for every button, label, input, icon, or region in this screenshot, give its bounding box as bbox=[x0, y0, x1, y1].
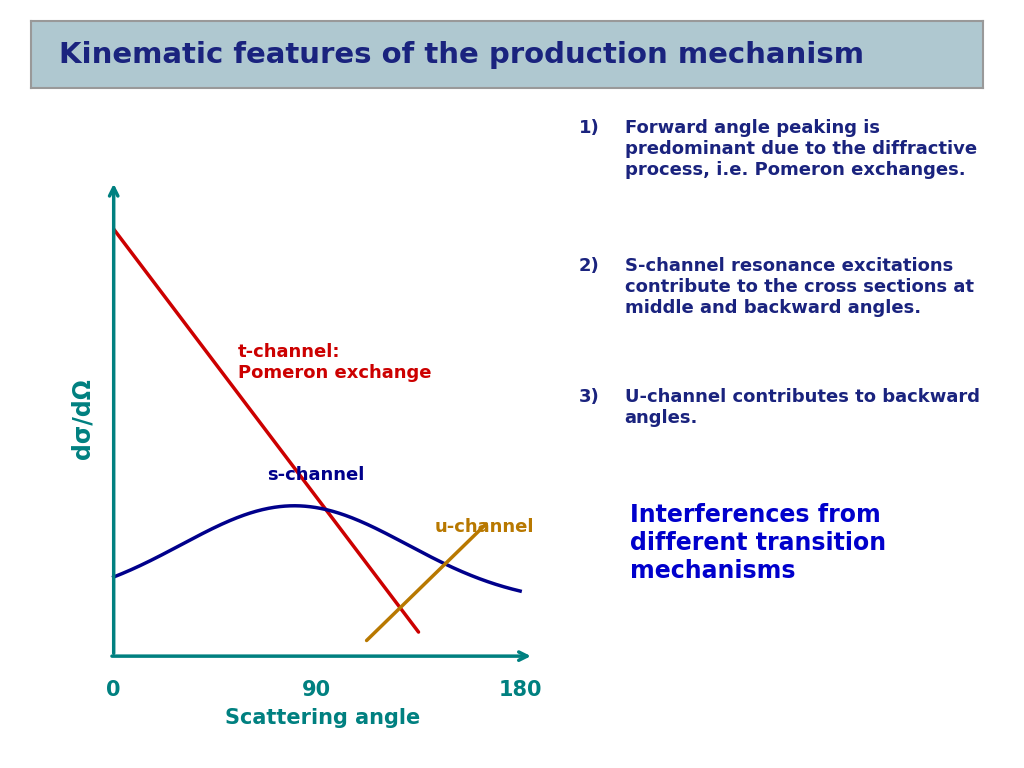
Text: Forward angle peaking is
predominant due to the diffractive
process, i.e. Pomero: Forward angle peaking is predominant due… bbox=[625, 119, 977, 179]
Text: 2): 2) bbox=[579, 257, 599, 275]
Y-axis label: dσ/dΩ: dσ/dΩ bbox=[70, 378, 94, 459]
X-axis label: Scattering angle: Scattering angle bbox=[225, 708, 420, 728]
Text: t-channel:
Pomeron exchange: t-channel: Pomeron exchange bbox=[238, 343, 431, 382]
Text: 1): 1) bbox=[579, 119, 599, 137]
Text: 3): 3) bbox=[579, 388, 599, 406]
Text: U-channel contributes to backward
angles.: U-channel contributes to backward angles… bbox=[625, 388, 980, 427]
Text: Kinematic features of the production mechanism: Kinematic features of the production mec… bbox=[59, 41, 864, 68]
Text: Interferences from
different transition
mechanisms: Interferences from different transition … bbox=[630, 503, 886, 583]
Text: u-channel: u-channel bbox=[434, 518, 534, 536]
Text: s-channel: s-channel bbox=[267, 466, 365, 484]
Text: S-channel resonance excitations
contribute to the cross sections at
middle and b: S-channel resonance excitations contribu… bbox=[625, 257, 974, 317]
